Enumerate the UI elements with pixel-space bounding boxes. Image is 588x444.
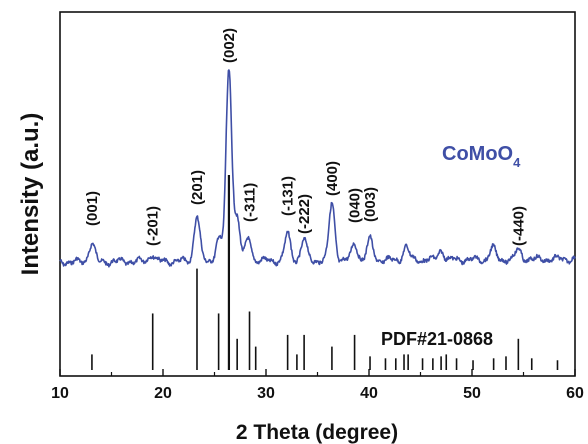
x-tick-label: 40 <box>360 385 378 402</box>
miller-index-label: (002) <box>221 28 238 63</box>
x-tick-label: 20 <box>154 385 172 402</box>
x-axis-ticks: 10 20 30 40 50 60 <box>51 369 584 402</box>
y-axis-label: Intensity (a.u.) <box>17 113 44 276</box>
reference-sticks <box>91 175 559 370</box>
x-axis-label: 2 Theta (degree) <box>236 421 398 444</box>
miller-index-label: (003) <box>362 187 379 222</box>
comoo4-pattern-line <box>59 69 576 268</box>
miller-index-labels: (001) (-201) (201) (002) (-311) (-131) (-222) (… <box>84 28 528 246</box>
miller-index-label: (-131) <box>280 176 297 216</box>
x-tick-label: 30 <box>257 385 275 402</box>
miller-index-label: (-311) <box>242 183 259 222</box>
x-tick-label: 50 <box>463 385 481 402</box>
plot-frame <box>59 11 576 377</box>
miller-index-label: (001) <box>84 191 101 226</box>
miller-index-label: (-222) <box>296 194 313 234</box>
miller-index-label: (201) <box>189 170 206 205</box>
miller-index-label: (-440) <box>510 206 527 246</box>
x-tick-label: 60 <box>566 385 584 402</box>
legend-reference-card: PDF#21-0868 <box>381 329 493 349</box>
x-tick-label: 10 <box>51 385 69 402</box>
miller-index-label: (040) <box>347 188 364 223</box>
legend-sample-name: CoMoO4 <box>442 143 521 170</box>
miller-index-label: (400) <box>324 161 341 196</box>
miller-index-label: (-201) <box>145 206 162 246</box>
